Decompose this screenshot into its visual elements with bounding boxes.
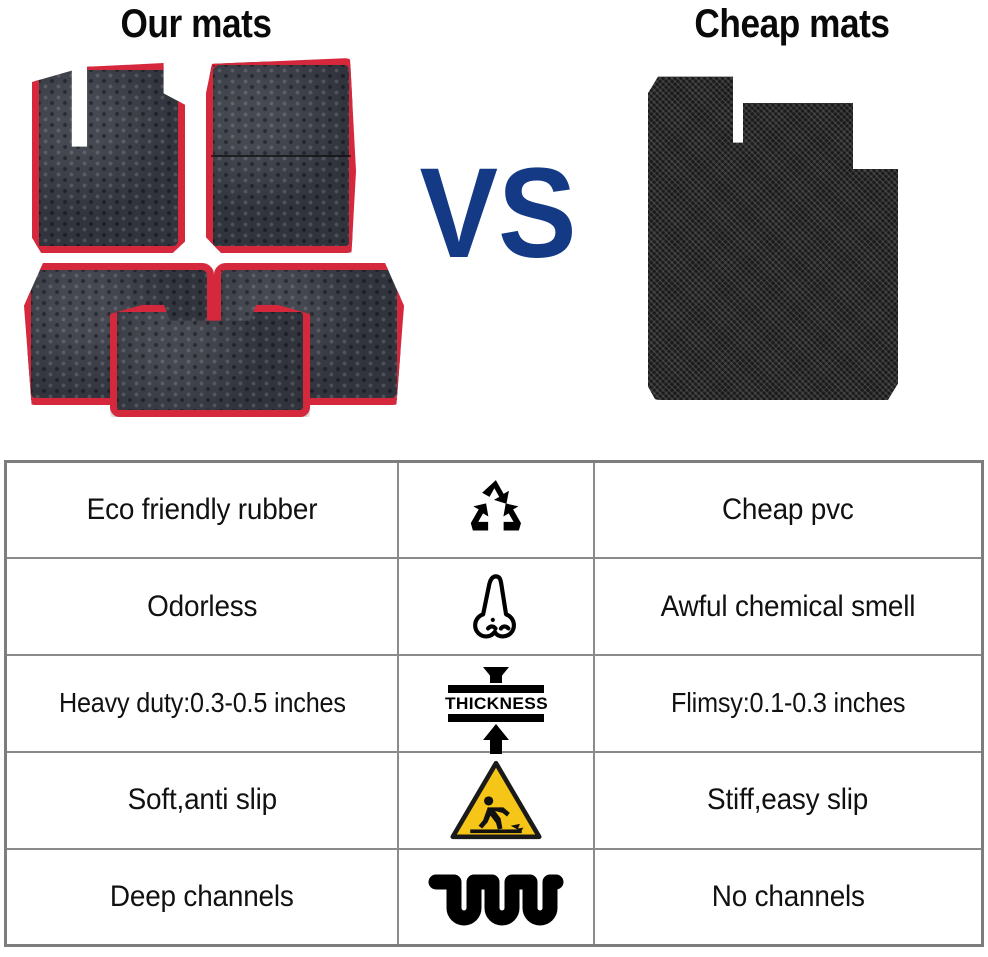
our-feature-label: Heavy duty:0.3-0.5 inches — [58, 687, 346, 719]
cheap-feature-cell: Stiff,easy slip — [593, 750, 984, 850]
our-feature-label: Odorless — [146, 589, 258, 623]
cheap-feature-label: Flimsy:0.1-0.3 inches — [670, 687, 906, 719]
nose-icon — [473, 573, 516, 639]
feature-comparison-table: Eco friendly rubber Cheap pvc — [4, 460, 984, 947]
arrow-up-icon — [482, 723, 509, 754]
our-feature-label: Soft,anti slip — [127, 783, 277, 817]
cheap-mat — [648, 76, 898, 400]
arrow-down-icon — [482, 666, 509, 683]
our-feature-cell: Deep channels — [4, 847, 399, 947]
cheap-feature-cell: No channels — [593, 847, 984, 947]
our-mats-image — [18, 55, 404, 417]
table-row: Heavy duty:0.3-0.5 inches THICKNESS Flim… — [4, 654, 984, 754]
vs-label: VS — [419, 142, 577, 285]
cheap-feature-label: Stiff,easy slip — [707, 783, 869, 817]
feature-icon-cell — [396, 557, 596, 657]
feature-icon-cell — [396, 460, 596, 560]
table-row: Odorless Awful chemical smell — [4, 557, 984, 657]
channels-icon — [428, 874, 564, 926]
cheap-mats-title: Cheap mats — [694, 2, 890, 46]
our-feature-label: Eco friendly rubber — [86, 493, 318, 527]
recycle-icon — [470, 480, 521, 531]
cheap-feature-label: Cheap pvc — [722, 493, 854, 527]
our-mats-title: Our mats — [120, 2, 272, 46]
cheap-feature-label: Awful chemical smell — [660, 589, 916, 623]
cheap-mats-image — [648, 70, 898, 400]
hero-comparison-banner: Our mats Cheap mats VS — [0, 0, 988, 458]
cheap-feature-cell: Awful chemical smell — [593, 557, 984, 657]
thickness-icon: THICKNESS — [444, 666, 548, 754]
our-feature-label: Deep channels — [110, 879, 294, 913]
rear-center-hump-mat — [110, 305, 310, 417]
feature-icon-cell — [396, 847, 596, 947]
feature-icon-cell — [396, 750, 596, 850]
table-row: Soft,anti slip Stiff,easy — [4, 750, 984, 850]
our-feature-cell: Eco friendly rubber — [4, 460, 399, 560]
cheap-feature-cell: Cheap pvc — [593, 460, 984, 560]
slip-warning-icon — [450, 761, 542, 840]
front-right-mat-seam — [211, 155, 351, 157]
our-feature-cell: Soft,anti slip — [4, 750, 399, 850]
feature-icon-cell: THICKNESS — [396, 654, 596, 754]
thickness-icon-label: THICKNESS — [444, 693, 548, 713]
table-row: Eco friendly rubber Cheap pvc — [4, 460, 984, 560]
cheap-feature-cell: Flimsy:0.1-0.3 inches — [593, 654, 984, 753]
thickness-top-bar — [447, 684, 544, 693]
cheap-feature-label: No channels — [711, 879, 865, 913]
our-feature-cell: Heavy duty:0.3-0.5 inches — [4, 654, 399, 753]
table-row: Deep channels No channels — [4, 847, 984, 947]
thickness-bottom-bar — [447, 713, 544, 722]
our-feature-cell: Odorless — [4, 557, 399, 657]
front-left-mat — [32, 63, 185, 253]
